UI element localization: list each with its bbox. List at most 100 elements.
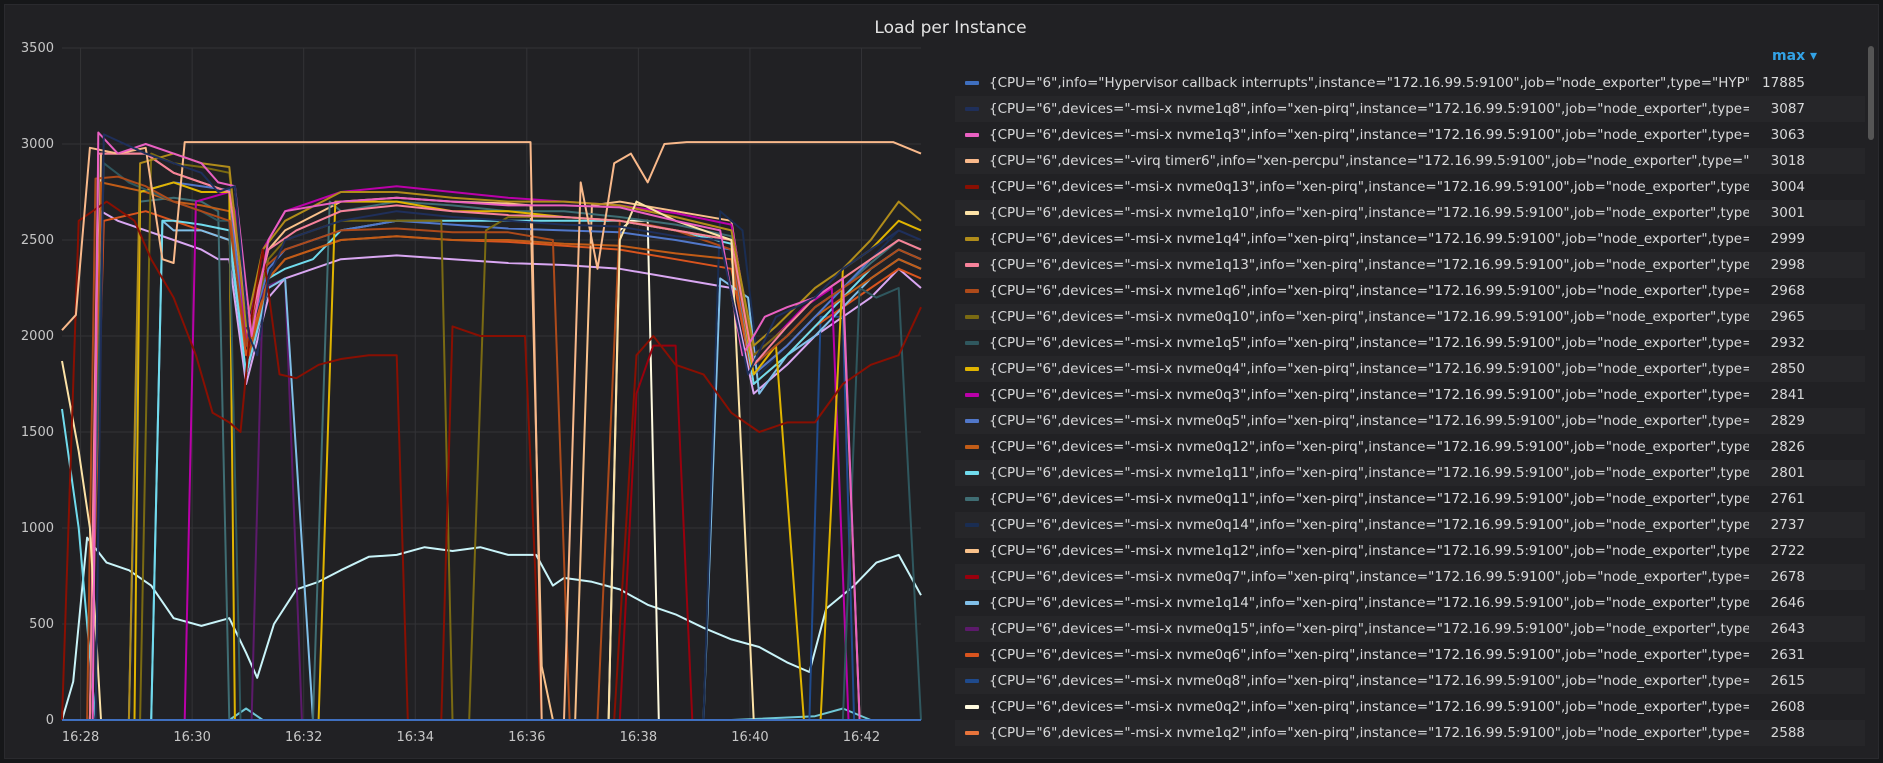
legend-series-name[interactable]: {CPU="6",devices="-msi-x nvme0q8",info="… <box>989 673 1749 689</box>
legend-max-value: 2678 <box>1770 569 1805 585</box>
legend-swatch[interactable] <box>965 419 979 423</box>
series-line[interactable] <box>61 536 922 721</box>
legend-swatch[interactable] <box>965 107 979 111</box>
legend-item[interactable]: {CPU="6",devices="-msi-x nvme1q13",info=… <box>955 252 1865 278</box>
legend-series-name[interactable]: {CPU="6",devices="-msi-x nvme0q15",info=… <box>989 621 1749 637</box>
legend-swatch[interactable] <box>965 471 979 475</box>
legend-series-name[interactable]: {CPU="6",devices="-msi-x nvme0q11",info=… <box>989 491 1749 507</box>
legend-item[interactable]: {CPU="6",devices="-msi-x nvme0q3",info="… <box>955 382 1865 408</box>
legend-series-name[interactable]: {CPU="6",devices="-msi-x nvme1q5",info="… <box>989 335 1749 351</box>
legend-series-name[interactable]: {CPU="6",devices="-msi-x nvme1q11",info=… <box>989 465 1749 481</box>
legend-series-name[interactable]: {CPU="6",devices="-msi-x nvme1q6",info="… <box>989 283 1749 299</box>
series-line[interactable] <box>62 133 922 721</box>
legend-swatch[interactable] <box>965 81 979 85</box>
legend-series-name[interactable]: {CPU="6",devices="-msi-x nvme0q5",info="… <box>989 413 1749 429</box>
legend-swatch[interactable] <box>965 237 979 241</box>
legend-swatch[interactable] <box>965 393 979 397</box>
legend-item[interactable]: {CPU="6",devices="-msi-x nvme1q12",info=… <box>955 538 1865 564</box>
legend-series-name[interactable]: {CPU="6",devices="-msi-x nvme1q10",info=… <box>989 205 1749 221</box>
legend-series-name[interactable]: {CPU="6",devices="-msi-x nvme1q8",info="… <box>989 101 1749 117</box>
legend-scrollbar[interactable] <box>1868 46 1874 140</box>
legend-series-name[interactable]: {CPU="6",devices="-msi-x nvme0q7",info="… <box>989 569 1749 585</box>
legend-item[interactable]: {CPU="6",devices="-msi-x nvme0q13",info=… <box>955 174 1865 200</box>
legend-swatch[interactable] <box>965 653 979 657</box>
legend-max-value: 2615 <box>1770 673 1805 689</box>
legend-series-name[interactable]: {CPU="6",devices="-msi-x nvme0q4",info="… <box>989 361 1749 377</box>
legend-item[interactable]: {CPU="6",devices="-virq timer6",info="xe… <box>955 148 1865 174</box>
legend-series-name[interactable]: {CPU="6",devices="-msi-x nvme1q14",info=… <box>989 595 1749 611</box>
series-line[interactable] <box>62 315 921 721</box>
legend-swatch[interactable] <box>965 263 979 267</box>
legend-item[interactable]: {CPU="6",devices="-msi-x nvme1q5",info="… <box>955 330 1865 356</box>
legend-swatch[interactable] <box>965 211 979 215</box>
legend-series-name[interactable]: {CPU="6",devices="-msi-x nvme0q2",info="… <box>989 699 1749 715</box>
legend-item[interactable]: {CPU="6",devices="-msi-x nvme1q2",info="… <box>955 720 1865 746</box>
series-line[interactable] <box>61 141 922 721</box>
legend-swatch[interactable] <box>965 289 979 293</box>
legend-item[interactable]: {CPU="6",info="Hypervisor callback inter… <box>955 70 1865 96</box>
legend-swatch[interactable] <box>965 679 979 683</box>
legend-series-name[interactable]: {CPU="6",devices="-msi-x nvme0q6",info="… <box>989 647 1749 663</box>
series-line[interactable] <box>62 185 921 721</box>
series-line[interactable] <box>62 131 921 721</box>
legend-item[interactable]: {CPU="6",devices="-msi-x nvme0q4",info="… <box>955 356 1865 382</box>
y-tick-label: 3500 <box>21 41 54 56</box>
y-tick-label: 0 <box>46 713 54 728</box>
legend-max-value: 2588 <box>1770 725 1805 741</box>
legend-series-name[interactable]: {CPU="6",devices="-msi-x nvme0q10",info=… <box>989 309 1749 325</box>
legend-item[interactable]: {CPU="6",devices="-msi-x nvme0q2",info="… <box>955 694 1865 720</box>
legend-series-name[interactable]: {CPU="6",info="Hypervisor callback inter… <box>989 75 1749 91</box>
legend-swatch[interactable] <box>965 341 979 345</box>
legend-swatch[interactable] <box>965 549 979 553</box>
series-line[interactable] <box>62 707 921 721</box>
legend-item[interactable]: {CPU="6",devices="-msi-x nvme0q14",info=… <box>955 512 1865 538</box>
legend-swatch[interactable] <box>965 133 979 137</box>
legend-item[interactable]: {CPU="6",devices="-msi-x nvme0q11",info=… <box>955 486 1865 512</box>
series-line[interactable] <box>62 175 922 721</box>
legend-item[interactable]: {CPU="6",devices="-msi-x nvme1q3",info="… <box>955 122 1865 148</box>
legend-series-name[interactable]: {CPU="6",devices="-msi-x nvme0q14",info=… <box>989 517 1749 533</box>
legend-swatch[interactable] <box>965 601 979 605</box>
line-chart[interactable]: 0 500 1000 1500 2000 2500 3000 3500 16:28 16:30 16… <box>0 0 955 763</box>
legend-item[interactable]: {CPU="6",devices="-msi-x nvme0q7",info="… <box>955 564 1865 590</box>
legend-series-name[interactable]: {CPU="6",devices="-virq timer6",info="xe… <box>989 153 1749 169</box>
legend-swatch[interactable] <box>965 627 979 631</box>
legend-series-name[interactable]: {CPU="6",devices="-msi-x nvme1q13",info=… <box>989 257 1749 273</box>
legend-swatch[interactable] <box>965 705 979 709</box>
legend-swatch[interactable] <box>965 315 979 319</box>
legend-swatch[interactable] <box>965 159 979 163</box>
legend-rows: {CPU="6",info="Hypervisor callback inter… <box>955 70 1865 746</box>
legend-swatch[interactable] <box>965 575 979 579</box>
legend-item[interactable]: {CPU="6",devices="-msi-x nvme1q8",info="… <box>955 96 1865 122</box>
legend-series-name[interactable]: {CPU="6",devices="-msi-x nvme1q12",info=… <box>989 543 1749 559</box>
legend-item[interactable]: {CPU="6",devices="-msi-x nvme0q6",info="… <box>955 642 1865 668</box>
legend-item[interactable]: {CPU="6",devices="-msi-x nvme0q5",info="… <box>955 408 1865 434</box>
legend-item[interactable]: {CPU="6",devices="-msi-x nvme0q10",info=… <box>955 304 1865 330</box>
legend-max-value: 2968 <box>1770 283 1805 299</box>
legend-item[interactable]: {CPU="6",devices="-msi-x nvme1q11",info=… <box>955 460 1865 486</box>
legend-swatch[interactable] <box>965 731 979 735</box>
legend-max-value: 2999 <box>1770 231 1805 247</box>
legend-series-name[interactable]: {CPU="6",devices="-msi-x nvme0q13",info=… <box>989 179 1749 195</box>
legend-swatch[interactable] <box>965 367 979 371</box>
legend-series-name[interactable]: {CPU="6",devices="-msi-x nvme1q3",info="… <box>989 127 1749 143</box>
legend-swatch[interactable] <box>965 185 979 189</box>
legend-swatch[interactable] <box>965 445 979 449</box>
panel-title[interactable]: Load per Instance <box>874 18 1027 38</box>
legend-series-name[interactable]: {CPU="6",devices="-msi-x nvme1q2",info="… <box>989 725 1749 741</box>
legend-item[interactable]: {CPU="6",devices="-msi-x nvme1q10",info=… <box>955 200 1865 226</box>
legend-item[interactable]: {CPU="6",devices="-msi-x nvme0q8",info="… <box>955 668 1865 694</box>
legend-series-name[interactable]: {CPU="6",devices="-msi-x nvme0q12",info=… <box>989 439 1749 455</box>
legend-swatch[interactable] <box>965 497 979 501</box>
legend-item[interactable]: {CPU="6",devices="-msi-x nvme1q6",info="… <box>955 278 1865 304</box>
legend-swatch[interactable] <box>965 523 979 527</box>
legend-sort-max[interactable]: max ▾ <box>1772 48 1817 64</box>
legend-item[interactable]: {CPU="6",devices="-msi-x nvme1q4",info="… <box>955 226 1865 252</box>
series-line[interactable] <box>62 210 922 721</box>
legend-max-value: 3018 <box>1770 153 1805 169</box>
legend-item[interactable]: {CPU="6",devices="-msi-x nvme1q14",info=… <box>955 590 1865 616</box>
legend-item[interactable]: {CPU="6",devices="-msi-x nvme0q12",info=… <box>955 434 1865 460</box>
legend-series-name[interactable]: {CPU="6",devices="-msi-x nvme1q4",info="… <box>989 231 1749 247</box>
legend-series-name[interactable]: {CPU="6",devices="-msi-x nvme0q3",info="… <box>989 387 1749 403</box>
legend-item[interactable]: {CPU="6",devices="-msi-x nvme0q15",info=… <box>955 616 1865 642</box>
